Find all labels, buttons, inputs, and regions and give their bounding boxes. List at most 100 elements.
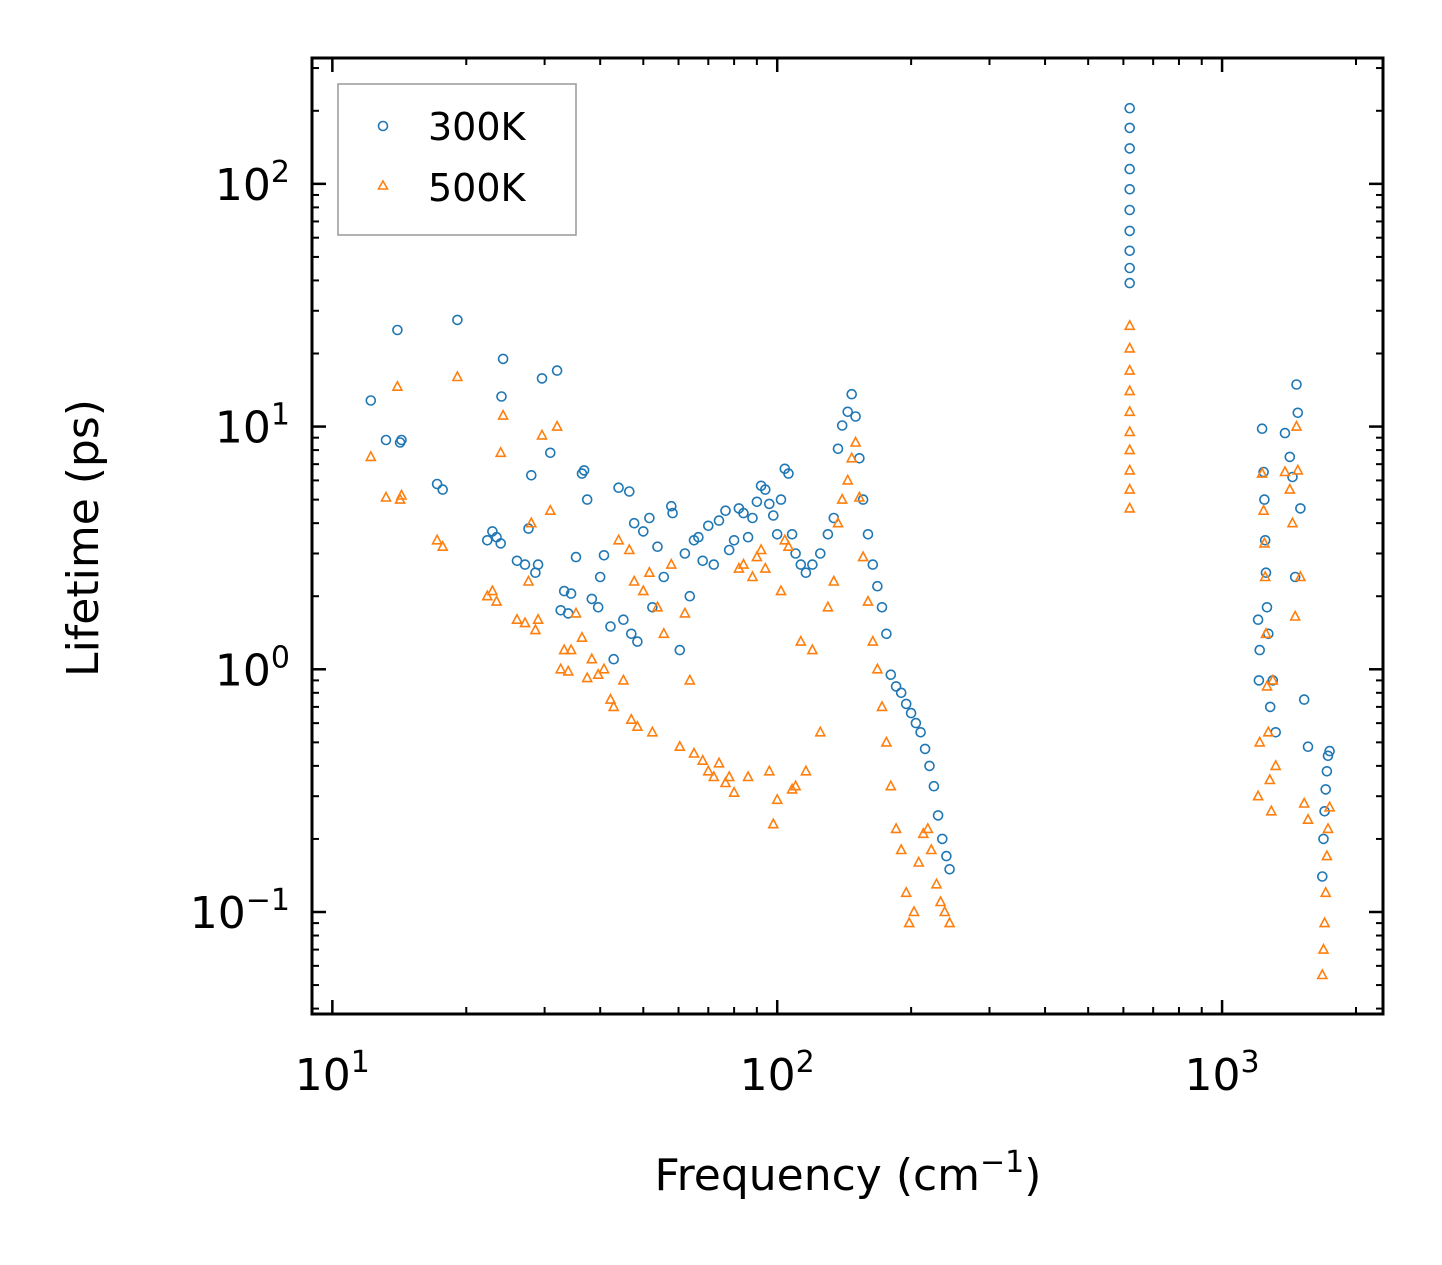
- point-300K-66: [751, 496, 763, 508]
- y-axis-title: Lifetime (ps): [58, 399, 109, 677]
- point-300K-55: [697, 555, 709, 567]
- point-500K-14: [519, 616, 531, 628]
- point-300K-54: [693, 531, 704, 543]
- point-300K-49: [667, 507, 678, 519]
- point-300K-17: [525, 469, 537, 481]
- point-300K-101: [915, 726, 926, 738]
- point-500K-119: [1259, 570, 1272, 582]
- point-500K-34: [612, 533, 625, 545]
- point-500K-118: [1258, 536, 1271, 548]
- point-300K-129: [1264, 701, 1276, 713]
- y-tick-label-3: 102: [215, 155, 290, 211]
- point-300K-116: [1124, 245, 1135, 257]
- point-500K-67: [775, 584, 787, 596]
- point-500K-46: [673, 739, 686, 752]
- point-300K-107: [941, 850, 952, 862]
- point-500K-33: [607, 700, 620, 712]
- point-300K-7: [452, 314, 463, 326]
- point-300K-126: [1260, 567, 1272, 579]
- point-500K-4: [395, 488, 408, 500]
- point-500K-75: [814, 725, 827, 737]
- point-500K-122: [1262, 725, 1275, 737]
- point-500K-140: [1321, 849, 1333, 861]
- point-500K-129: [1286, 516, 1299, 528]
- point-300K-43: [637, 526, 649, 537]
- point-500K-110: [1123, 443, 1136, 455]
- point-300K-99: [905, 707, 917, 719]
- point-500K-104: [1123, 319, 1136, 331]
- x-tick-label-0: 101: [295, 1045, 370, 1101]
- point-300K-42: [632, 636, 643, 647]
- point-300K-86: [846, 388, 858, 400]
- point-300K-110: [1124, 122, 1135, 134]
- point-300K-145: [1321, 765, 1333, 777]
- point-500K-58: [737, 557, 750, 569]
- point-300K-146: [1322, 750, 1334, 762]
- point-500K-15: [522, 574, 535, 586]
- point-300K-1: [380, 434, 392, 446]
- point-500K-109: [1123, 425, 1136, 437]
- point-300K-5: [431, 478, 443, 490]
- point-500K-106: [1123, 363, 1136, 375]
- point-300K-122: [1256, 423, 1268, 435]
- series-500K: [364, 319, 1336, 980]
- point-500K-40: [637, 584, 650, 596]
- point-500K-1: [380, 490, 392, 502]
- point-500K-114: [1252, 789, 1264, 801]
- point-500K-55: [723, 770, 736, 782]
- x-tick-labels: 101 102 103: [295, 1045, 1260, 1101]
- point-500K-18: [532, 612, 544, 625]
- point-500K-96: [912, 855, 925, 867]
- point-500K-2: [391, 379, 404, 392]
- point-500K-37: [625, 712, 638, 725]
- point-300K-61: [728, 534, 740, 546]
- point-300K-30: [581, 494, 593, 505]
- point-500K-88: [876, 700, 888, 712]
- point-300K-100: [910, 717, 922, 729]
- plot-frame: [310, 56, 1385, 1016]
- point-500K-62: [755, 543, 767, 555]
- point-300K-90: [862, 528, 874, 540]
- point-300K-47: [658, 571, 670, 583]
- point-300K-46: [652, 541, 663, 553]
- point-500K-130: [1289, 609, 1302, 621]
- point-500K-12: [497, 408, 509, 420]
- point-300K-138: [1295, 503, 1306, 514]
- point-500K-121: [1261, 679, 1273, 691]
- point-300K-137: [1292, 407, 1304, 419]
- point-500K-105: [1123, 341, 1136, 353]
- point-300K-36: [608, 653, 620, 665]
- point-300K-103: [924, 760, 935, 772]
- point-500K-41: [643, 565, 656, 578]
- point-500K-90: [884, 779, 897, 791]
- point-500K-101: [934, 895, 947, 907]
- point-300K-69: [763, 498, 775, 510]
- point-300K-118: [1124, 277, 1135, 289]
- point-500K-9: [486, 584, 499, 596]
- point-500K-22: [554, 662, 567, 674]
- legend-marker-300k: [377, 120, 389, 132]
- point-300K-115: [1124, 225, 1135, 237]
- point-300K-71: [771, 528, 783, 540]
- x-axis-title: Frequency (cm−1): [655, 1145, 1042, 1201]
- point-300K-127: [1261, 601, 1273, 613]
- point-300K-97: [895, 687, 907, 699]
- point-500K-60: [746, 570, 759, 582]
- y-tick-label-1: 100: [215, 640, 290, 696]
- point-500K-31: [598, 662, 610, 674]
- point-500K-120: [1260, 627, 1272, 639]
- point-300K-78: [800, 567, 812, 579]
- point-300K-95: [885, 669, 897, 681]
- point-300K-106: [936, 833, 948, 845]
- point-300K-134: [1287, 471, 1298, 483]
- point-500K-86: [866, 634, 879, 646]
- point-500K-95: [908, 905, 920, 917]
- point-300K-48: [665, 500, 677, 512]
- point-300K-37: [613, 482, 624, 494]
- point-500K-134: [1298, 796, 1311, 808]
- point-500K-26: [570, 606, 582, 618]
- y-tick-label-2: 101: [215, 398, 290, 454]
- point-300K-92: [872, 580, 883, 592]
- point-300K-58: [713, 515, 725, 526]
- point-300K-63: [738, 507, 749, 519]
